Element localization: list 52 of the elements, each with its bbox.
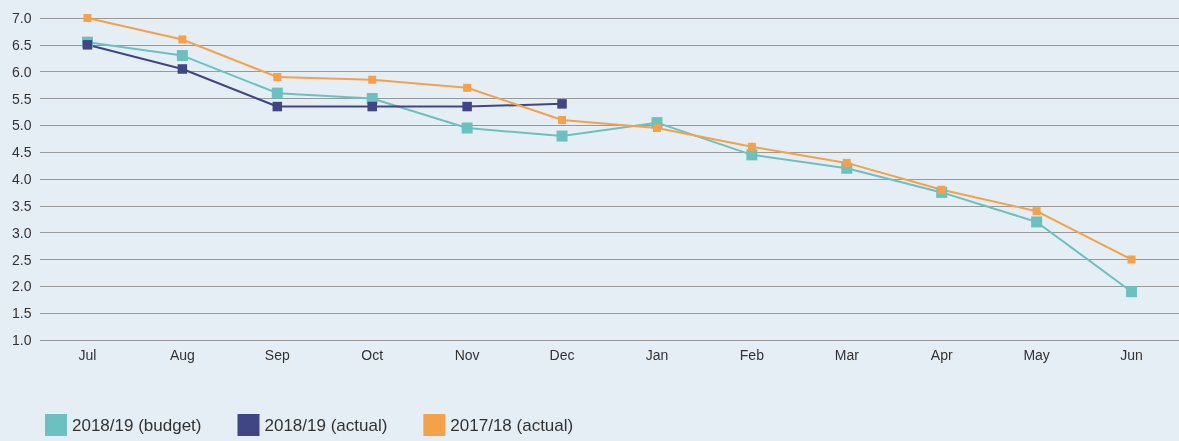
x-tick-label: Oct bbox=[361, 347, 384, 363]
legend-label: 2018/19 (budget) bbox=[72, 415, 202, 435]
x-tick-label: May bbox=[1023, 347, 1050, 363]
y-tick-label: 3.0 bbox=[12, 224, 32, 241]
y-tick-label: 3.5 bbox=[12, 197, 32, 214]
y-tick-label: 7.0 bbox=[12, 10, 32, 26]
point bbox=[461, 122, 473, 134]
point bbox=[83, 14, 92, 22]
y-tick-label: 1.0 bbox=[12, 332, 32, 348]
y-tick-label: 2.5 bbox=[12, 251, 32, 268]
x-tick-label: Jul bbox=[78, 347, 97, 363]
y-tick-label: 2.0 bbox=[12, 278, 32, 295]
x-tick-label: Nov bbox=[454, 347, 480, 363]
legend-label: 2018/19 (actual) bbox=[264, 415, 388, 435]
point bbox=[367, 101, 377, 112]
point bbox=[652, 124, 661, 133]
y-tick-label: 5.0 bbox=[12, 117, 32, 134]
y-tick-label: 6.0 bbox=[12, 63, 32, 80]
x-tick-label: Dec bbox=[549, 347, 575, 363]
point bbox=[747, 142, 756, 151]
x-tick-label: Apr bbox=[930, 347, 953, 363]
point bbox=[558, 115, 567, 124]
point bbox=[368, 75, 377, 84]
y-tick-label: 5.5 bbox=[12, 90, 32, 107]
x-tick-label: Mar bbox=[834, 347, 860, 363]
point bbox=[556, 130, 568, 142]
y-tick-label: 4.0 bbox=[12, 171, 32, 187]
point bbox=[273, 73, 282, 82]
y-tick-label: 6.5 bbox=[12, 36, 32, 53]
point bbox=[842, 158, 851, 167]
point bbox=[462, 101, 472, 112]
y-tick-label: 4.5 bbox=[12, 144, 32, 161]
x-tick-label: Jan bbox=[645, 347, 669, 363]
point bbox=[176, 50, 188, 62]
point bbox=[177, 64, 188, 74]
x-tick-label: Aug bbox=[169, 347, 195, 363]
point bbox=[463, 83, 472, 92]
legend-label: 2017/18 (actual) bbox=[450, 415, 574, 435]
point bbox=[1127, 255, 1136, 264]
point bbox=[178, 35, 187, 44]
point bbox=[937, 185, 946, 194]
point bbox=[1126, 286, 1138, 298]
x-tick-label: Sep bbox=[264, 347, 290, 363]
y-tick-label: 1.5 bbox=[12, 305, 32, 322]
point bbox=[271, 87, 283, 99]
point bbox=[1031, 216, 1043, 228]
point bbox=[82, 40, 93, 50]
x-tick-label: Jun bbox=[1120, 347, 1143, 363]
x-tick-label: Feb bbox=[739, 347, 765, 363]
point bbox=[557, 99, 567, 109]
point bbox=[272, 101, 283, 112]
point bbox=[1032, 207, 1041, 216]
